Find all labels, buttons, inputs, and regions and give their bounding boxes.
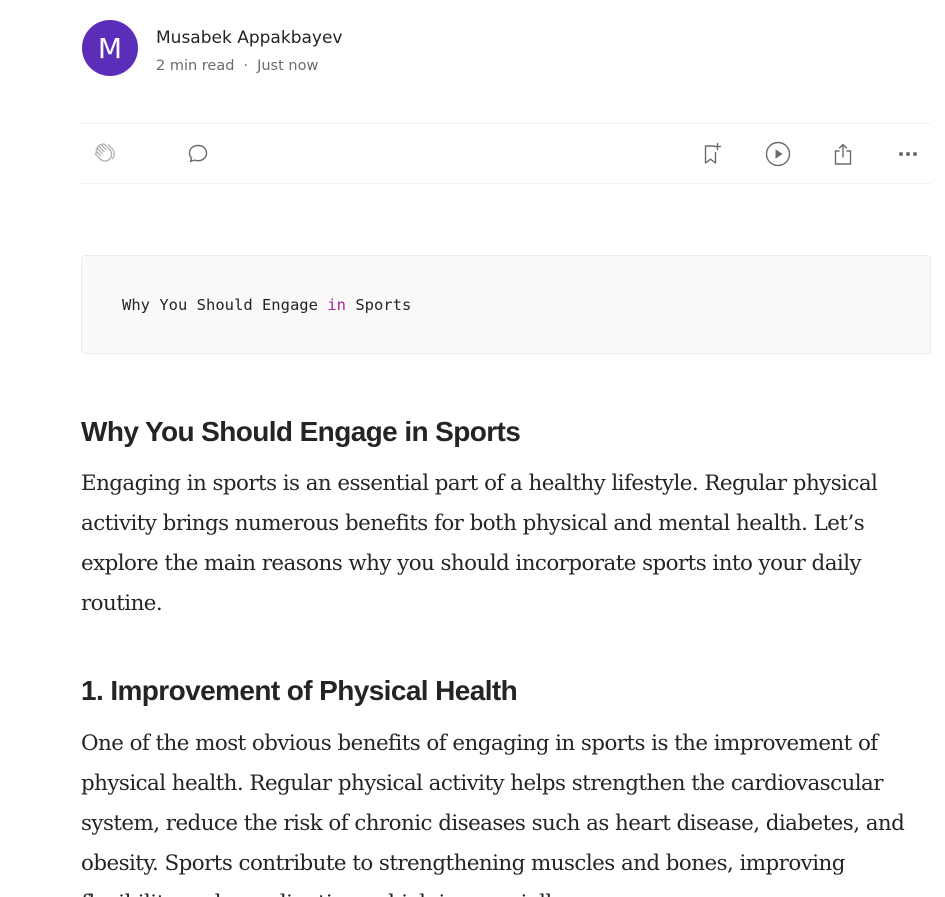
author-header: M Musabek Appakbayev 2 min read · Just n… [82,20,342,76]
code-segment: Sports [345,296,412,314]
article-title-heading: Why You Should Engage in Sports [81,416,521,447]
bookmark-add-icon[interactable] [699,141,725,167]
meta-separator: · [243,58,249,74]
read-time: 2 min read [156,58,235,74]
clap-icon[interactable] [92,141,118,167]
avatar-letter: M [97,31,123,65]
code-text: Why You Should Engage in Sports [122,295,411,315]
code-keyword: in [327,296,346,314]
code-block: Why You Should Engage in Sports [81,255,931,354]
author-name[interactable]: Musabek Appakbayev [156,28,343,48]
avatar[interactable]: M [82,20,138,76]
author-info: Musabek Appakbayev 2 min read · Just now [156,20,342,75]
article-action-bar [81,123,931,184]
comment-icon[interactable] [185,141,211,167]
publish-time: Just now [257,58,319,74]
intro-paragraph: Engaging in sports is an essential part … [81,471,878,616]
more-icon[interactable] [895,141,921,167]
share-icon[interactable] [830,141,856,167]
section-heading: 1. Improvement of Physical Health [81,675,518,706]
code-segment: Why You Should Engage [122,296,328,314]
author-meta: 2 min read · Just now [156,57,342,75]
section-paragraph: One of the most obvious benefits of enga… [81,731,905,897]
play-icon[interactable] [765,141,791,167]
